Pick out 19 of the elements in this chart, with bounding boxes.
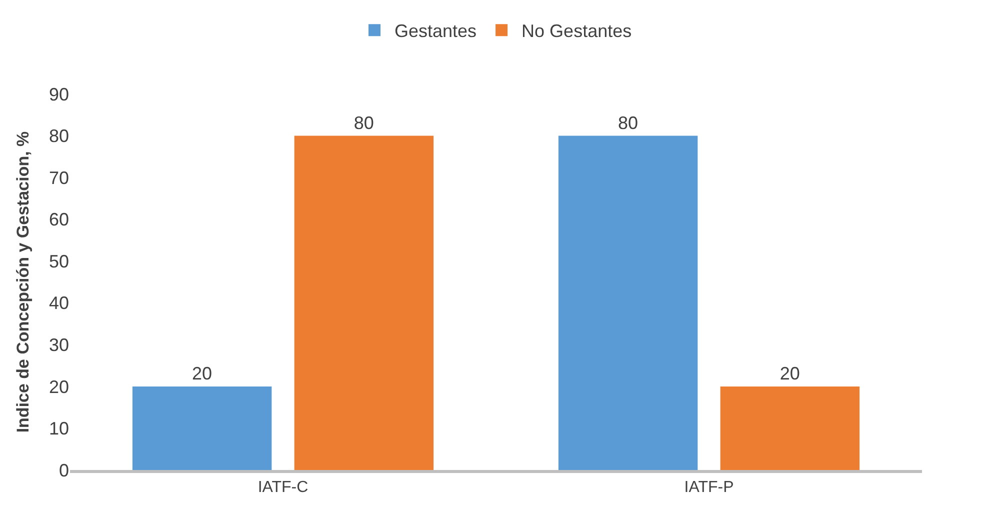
y-tick-label: 40 xyxy=(48,293,69,314)
data-label: 20 xyxy=(780,363,800,384)
data-label: 80 xyxy=(618,112,638,133)
y-tick-label: 50 xyxy=(48,251,69,272)
y-tick-label: 80 xyxy=(48,126,69,146)
y-tick-label: 70 xyxy=(48,168,69,188)
y-tick-label: 0 xyxy=(58,460,69,480)
x-tick-label: IATF-C xyxy=(258,479,308,496)
y-tick-label: 10 xyxy=(48,418,69,439)
y-axis-title: Indice de Concepción y Gestacion, % xyxy=(14,131,33,433)
legend-label: No Gestantes xyxy=(522,21,632,42)
y-tick-label: 20 xyxy=(48,376,69,397)
y-tick-label: 90 xyxy=(48,84,69,104)
y-tick-label: 30 xyxy=(48,334,69,355)
legend-label: Gestantes xyxy=(394,21,477,42)
data-label: 20 xyxy=(192,363,212,384)
data-label: 80 xyxy=(354,112,374,133)
x-tick-label: IATF-P xyxy=(684,479,734,496)
y-tick-label: 60 xyxy=(48,210,69,230)
